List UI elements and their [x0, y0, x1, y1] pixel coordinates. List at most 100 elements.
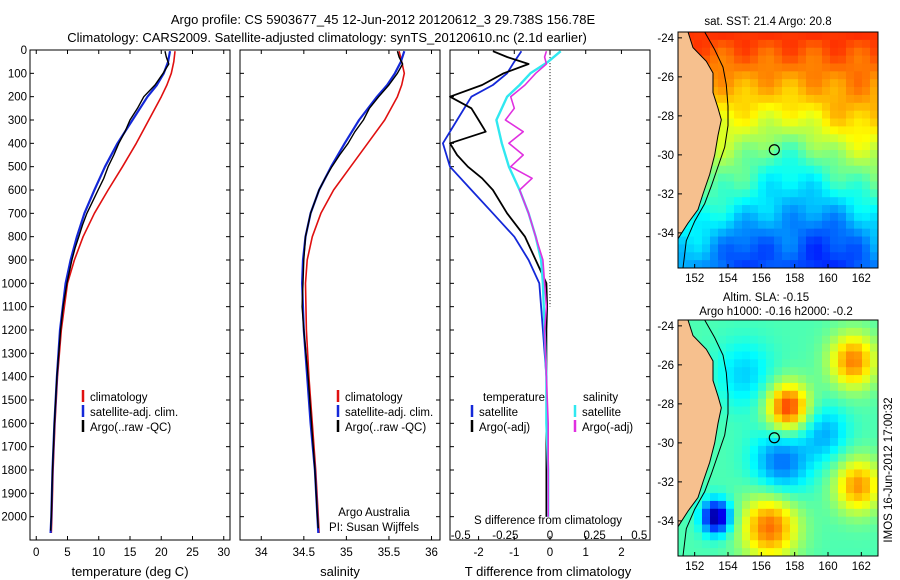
field-cell: [726, 343, 735, 352]
field-cell: [838, 508, 847, 518]
field-cell: [862, 126, 871, 135]
field-cell: [734, 228, 743, 237]
field-cell: [782, 485, 791, 494]
field-cell: [774, 197, 783, 206]
field-cell: [702, 335, 711, 344]
field-cell: [758, 500, 767, 510]
field-cell: [870, 367, 878, 376]
field-cell: [838, 367, 847, 376]
field-cell: [758, 244, 767, 253]
field-cell: [742, 493, 751, 502]
field-cell: [766, 126, 775, 135]
x-tick-label: 0: [547, 547, 553, 559]
field-cell: [750, 244, 759, 253]
field-cell: [734, 181, 743, 190]
field-cell: [750, 87, 759, 96]
field-cell: [766, 320, 775, 329]
field-cell: [846, 102, 855, 112]
field-cell: [798, 157, 807, 167]
field-cell: [862, 79, 871, 88]
field-cell: [734, 422, 743, 431]
field-cell: [838, 532, 847, 541]
field-cell: [782, 212, 791, 222]
temperature-x-label: temperature (deg C): [71, 564, 188, 579]
field-cell: [750, 165, 759, 174]
field-cell: [814, 212, 823, 222]
field-cell: [766, 398, 775, 407]
field-cell: [822, 382, 831, 392]
field-cell: [870, 485, 878, 494]
field-cell: [742, 150, 751, 159]
field-cell: [758, 63, 767, 72]
field-cell: [742, 32, 751, 41]
field-cell: [798, 485, 807, 494]
field-cell: [734, 430, 743, 439]
field-cell: [718, 548, 727, 556]
field-cell: [758, 71, 767, 80]
field-cell: [798, 320, 807, 329]
field-cell: [798, 236, 807, 245]
field-cell: [710, 524, 719, 533]
field-cell: [702, 343, 711, 352]
field-cell: [838, 87, 847, 96]
field-cell: [814, 406, 823, 415]
field-cell: [822, 71, 831, 80]
field-cell: [726, 63, 735, 72]
field-cell: [830, 445, 839, 455]
field-cell: [750, 327, 759, 337]
field-cell: [814, 445, 823, 455]
field-cell: [814, 157, 823, 167]
field-cell: [806, 414, 815, 423]
field-cell: [838, 485, 847, 494]
field-cell: [742, 414, 751, 423]
field-cell: [830, 150, 839, 159]
field-cell: [686, 236, 695, 245]
field-cell: [862, 500, 871, 510]
field-cell: [742, 197, 751, 206]
field-cell: [758, 150, 767, 159]
field-cell: [806, 540, 815, 549]
field-cell: [774, 173, 783, 182]
field-cell: [782, 142, 791, 151]
field-cell: [814, 181, 823, 190]
field-cell: [742, 39, 751, 49]
field-cell: [742, 55, 751, 64]
field-cell: [758, 493, 767, 502]
field-cell: [790, 367, 799, 376]
field-cell: [822, 335, 831, 344]
field-cell: [726, 406, 735, 415]
field-cell: [830, 343, 839, 352]
field-cell: [838, 189, 847, 198]
field-cell: [774, 359, 783, 368]
field-cell: [758, 438, 767, 447]
field-cell: [750, 134, 759, 143]
field-cell: [854, 102, 863, 112]
field-cell: [854, 540, 863, 549]
field-cell: [838, 422, 847, 431]
field-cell: [774, 532, 783, 541]
field-cell: [838, 165, 847, 174]
field-cell: [798, 422, 807, 431]
field-cell: [798, 414, 807, 423]
field-cell: [702, 189, 711, 198]
field-cell: [846, 94, 855, 104]
legend-label-salinity-argo: Argo(-adj): [582, 422, 633, 434]
field-cell: [798, 260, 807, 268]
field-cell: [830, 118, 839, 127]
field-cell: [862, 134, 871, 143]
field-cell: [742, 252, 751, 261]
field-cell: [870, 252, 878, 261]
field-cell: [750, 71, 759, 80]
field-cell: [758, 508, 767, 518]
field-cell: [814, 343, 823, 352]
field-cell: [758, 516, 767, 525]
field-cell: [750, 118, 759, 127]
field-cell: [822, 157, 831, 167]
field-cell: [766, 469, 775, 478]
field-cell: [862, 55, 871, 64]
field-cell: [806, 359, 815, 368]
field-cell: [798, 335, 807, 344]
field-cell: [742, 469, 751, 478]
field-cell: [838, 445, 847, 455]
field-cell: [798, 390, 807, 400]
